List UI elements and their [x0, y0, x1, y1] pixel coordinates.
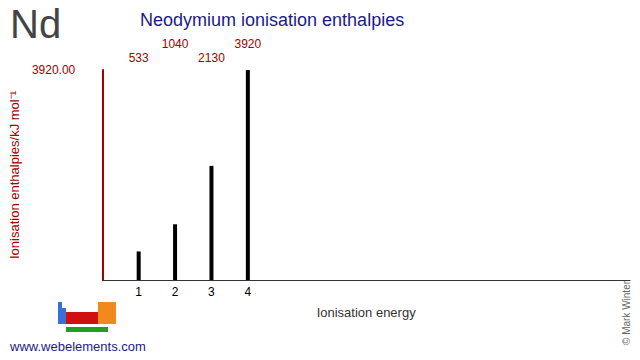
svg-text:1040: 1040: [162, 37, 189, 51]
svg-text:© Mark Winter: © Mark Winter: [621, 280, 632, 345]
svg-text:3920.00: 3920.00: [32, 63, 76, 77]
svg-text:3: 3: [208, 285, 215, 299]
svg-text:3920: 3920: [235, 37, 262, 51]
svg-text:Ionisation enthalpies/kJ mol⁻¹: Ionisation enthalpies/kJ mol⁻¹: [7, 90, 22, 259]
svg-text:Nd: Nd: [10, 2, 61, 46]
svg-text:Neodymium ionisation enthalpie: Neodymium ionisation enthalpies: [140, 10, 404, 30]
svg-text:1: 1: [135, 285, 142, 299]
svg-text:4: 4: [245, 285, 252, 299]
svg-text:2130: 2130: [198, 51, 225, 65]
svg-text:2: 2: [172, 285, 179, 299]
svg-text:Ionisation energy: Ionisation energy: [317, 305, 417, 320]
svg-text:533: 533: [129, 51, 149, 65]
svg-text:www.webelements.com: www.webelements.com: [9, 339, 146, 354]
